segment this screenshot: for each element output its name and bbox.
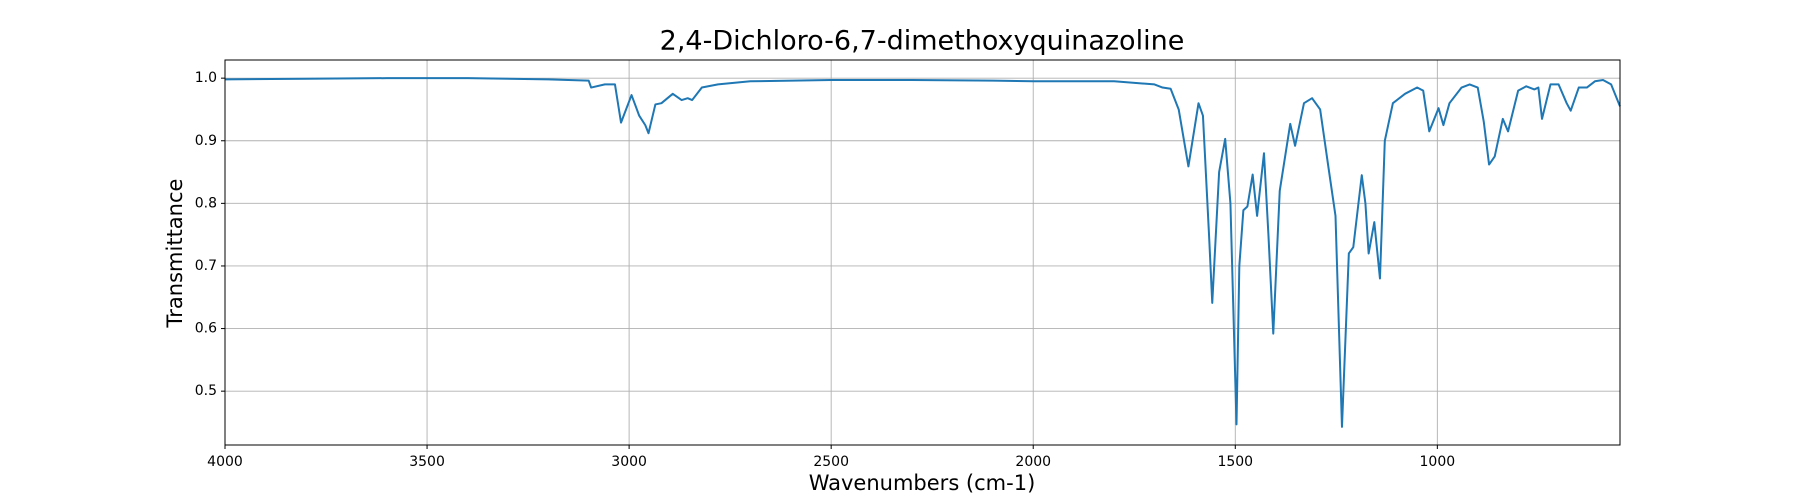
x-tick-label: 1500 [1217, 454, 1253, 470]
y-tick-label: 1.0 [195, 70, 217, 86]
y-tick-label: 0.6 [195, 321, 217, 337]
x-tick-label: 1000 [1420, 454, 1456, 470]
y-tick-label: 0.7 [195, 258, 217, 274]
y-axis-label: Transmittance [163, 179, 187, 329]
spectrum-line [224, 77, 1621, 428]
plot-frame [224, 59, 1621, 446]
x-tick-label: 2000 [1015, 454, 1051, 470]
x-tick-label: 4000 [207, 454, 243, 470]
x-tick-label: 3000 [611, 454, 647, 470]
chart-title: 2,4-Dichloro-6,7-dimethoxyquinazoline [660, 26, 1185, 57]
x-axis-label: Wavenumbers (cm-1) [809, 471, 1036, 495]
x-tick-label: 3500 [409, 454, 445, 470]
y-tick-label: 0.9 [195, 133, 217, 149]
y-tick-label: 0.8 [195, 195, 217, 211]
y-tick-label: 0.5 [195, 383, 217, 399]
x-tick-label: 2500 [813, 454, 849, 470]
